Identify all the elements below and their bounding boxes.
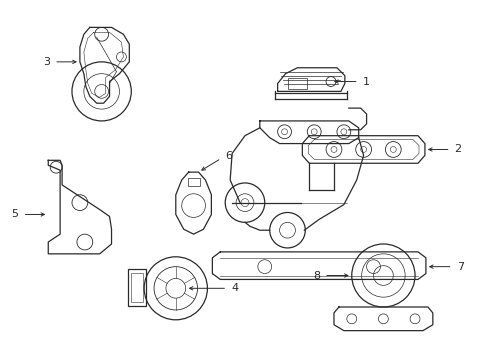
Text: 5: 5: [12, 210, 19, 220]
Text: 2: 2: [454, 144, 461, 154]
Text: 3: 3: [43, 57, 50, 67]
Text: 4: 4: [231, 283, 238, 293]
Text: 7: 7: [457, 262, 464, 272]
Bar: [287, 78, 306, 89]
Bar: [131, 273, 143, 302]
Text: 8: 8: [312, 270, 320, 280]
Text: 1: 1: [362, 77, 369, 86]
Bar: [187, 178, 199, 186]
Text: 6: 6: [225, 151, 232, 161]
Bar: [128, 269, 146, 306]
